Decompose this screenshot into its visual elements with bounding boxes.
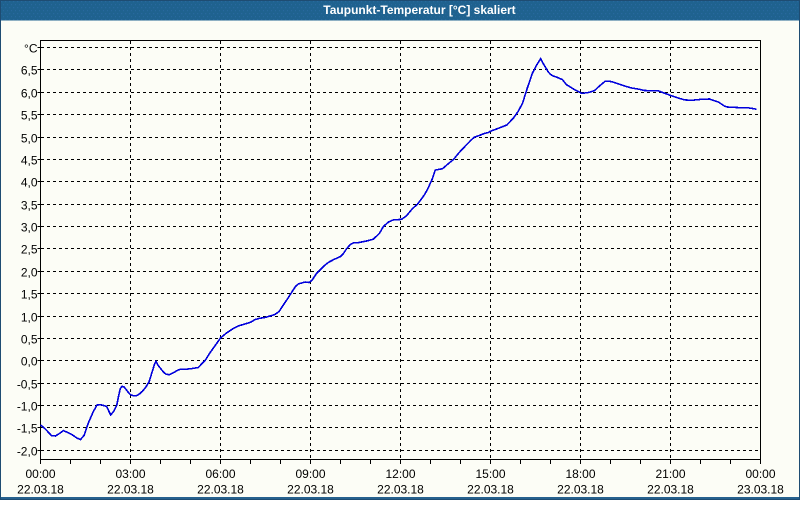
- svg-text:°C: °C: [24, 42, 38, 56]
- svg-text:3,5: 3,5: [21, 199, 38, 213]
- svg-text:0,0: 0,0: [21, 355, 38, 369]
- svg-text:12:00: 12:00: [385, 467, 415, 481]
- svg-text:23.03.18: 23.03.18: [737, 483, 784, 497]
- svg-text:09:00: 09:00: [295, 467, 325, 481]
- svg-text:2,0: 2,0: [21, 266, 38, 280]
- svg-text:5,5: 5,5: [21, 109, 38, 123]
- svg-text:5,0: 5,0: [21, 132, 38, 146]
- svg-text:0,5: 0,5: [21, 333, 38, 347]
- svg-text:22.03.18: 22.03.18: [377, 483, 424, 497]
- svg-text:15:00: 15:00: [475, 467, 505, 481]
- svg-text:22.03.18: 22.03.18: [467, 483, 514, 497]
- svg-text:06:00: 06:00: [205, 467, 235, 481]
- svg-text:1,5: 1,5: [21, 288, 38, 302]
- svg-text:2,5: 2,5: [21, 243, 38, 257]
- svg-text:22.03.18: 22.03.18: [557, 483, 604, 497]
- svg-text:18:00: 18:00: [565, 467, 595, 481]
- svg-text:22.03.18: 22.03.18: [197, 483, 244, 497]
- svg-text:-1,0: -1,0: [17, 400, 38, 414]
- svg-text:22.03.18: 22.03.18: [287, 483, 334, 497]
- svg-text:4,5: 4,5: [21, 154, 38, 168]
- svg-text:00:00: 00:00: [25, 467, 55, 481]
- svg-text:22.03.18: 22.03.18: [17, 483, 64, 497]
- svg-text:6,5: 6,5: [21, 64, 38, 78]
- svg-text:00:00: 00:00: [745, 467, 775, 481]
- svg-text:4,0: 4,0: [21, 176, 38, 190]
- svg-text:-2,0: -2,0: [17, 445, 38, 459]
- svg-text:Taupunkt-Temperatur [°C] skali: Taupunkt-Temperatur [°C] skaliert: [323, 3, 515, 17]
- svg-text:22.03.18: 22.03.18: [647, 483, 694, 497]
- svg-text:03:00: 03:00: [115, 467, 145, 481]
- svg-text:1,0: 1,0: [21, 311, 38, 325]
- svg-text:21:00: 21:00: [655, 467, 685, 481]
- svg-text:-0,5: -0,5: [17, 378, 38, 392]
- svg-text:6,0: 6,0: [21, 87, 38, 101]
- svg-text:3,0: 3,0: [21, 221, 38, 235]
- svg-text:22.03.18: 22.03.18: [107, 483, 154, 497]
- svg-text:-1,5: -1,5: [17, 422, 38, 436]
